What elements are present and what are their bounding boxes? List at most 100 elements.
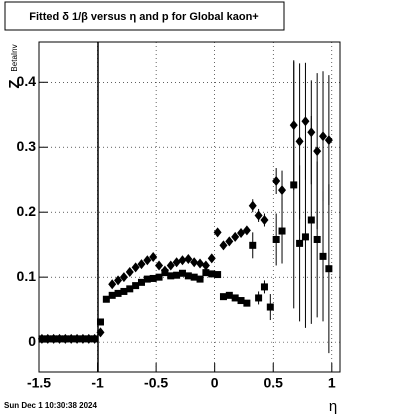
diamond-marker xyxy=(190,257,199,268)
y-tick-label: 0 xyxy=(28,333,36,349)
square-marker xyxy=(91,335,99,343)
square-marker xyxy=(290,181,298,189)
diamond-marker xyxy=(260,214,269,225)
square-marker xyxy=(96,318,104,326)
square-marker xyxy=(167,272,175,280)
square-marker xyxy=(190,273,198,281)
diamond-marker xyxy=(149,252,158,263)
square-marker xyxy=(137,278,145,286)
diamond-marker xyxy=(242,225,251,236)
diamond-marker xyxy=(231,231,240,242)
square-marker xyxy=(231,294,239,302)
diamond-marker xyxy=(172,257,181,268)
square-marker xyxy=(278,227,286,235)
square-marker xyxy=(249,241,257,249)
square-marker xyxy=(208,270,216,278)
diamond-marker xyxy=(96,327,105,338)
diamond-marker xyxy=(313,146,322,157)
diamond-marker xyxy=(143,255,152,266)
x-tick-label: 0 xyxy=(211,375,219,391)
diamond-marker xyxy=(184,253,193,264)
diamond-marker xyxy=(201,260,210,271)
diamond-marker xyxy=(295,136,304,147)
square-marker xyxy=(296,239,304,247)
square-marker xyxy=(102,295,110,303)
diamond-marker xyxy=(155,260,164,271)
square-marker xyxy=(219,293,227,301)
square-marker xyxy=(266,303,274,311)
diamond-marker xyxy=(278,185,287,196)
x-tick-label: -1.5 xyxy=(27,375,51,391)
square-marker xyxy=(55,335,63,343)
diamond-marker xyxy=(137,259,146,270)
diamond-marker xyxy=(114,275,123,286)
square-marker xyxy=(61,335,69,343)
diamond-marker xyxy=(272,176,281,187)
diamond-marker xyxy=(166,260,175,271)
diamond-marker xyxy=(196,258,205,269)
diamond-marker xyxy=(254,210,263,221)
square-marker xyxy=(38,335,46,343)
square-marker xyxy=(126,285,134,293)
square-marker xyxy=(50,335,58,343)
square-marker xyxy=(108,291,116,299)
diamond-marker xyxy=(219,240,228,251)
square-marker xyxy=(178,269,186,277)
plot-frame xyxy=(38,41,341,373)
square-marker xyxy=(255,294,263,302)
square-marker xyxy=(155,273,163,281)
y-axis-label: Z xyxy=(6,79,23,88)
y-tick-label: 0.4 xyxy=(17,73,37,89)
square-marker xyxy=(225,291,233,299)
diamond-marker xyxy=(319,131,328,142)
diamond-marker xyxy=(324,135,333,146)
y-axis-label-sub: BetaInv xyxy=(10,44,19,71)
square-marker xyxy=(319,252,327,260)
square-marker xyxy=(313,235,321,243)
square-marker xyxy=(114,289,122,297)
square-marker xyxy=(85,335,93,343)
square-marker xyxy=(196,275,204,283)
square-marker xyxy=(143,275,151,283)
square-marker xyxy=(237,297,245,305)
diamond-marker xyxy=(225,236,234,247)
x-tick-label: 0.5 xyxy=(264,375,284,391)
diamond-marker xyxy=(301,116,310,127)
x-axis-label: η xyxy=(329,398,337,414)
diamond-marker xyxy=(207,253,216,264)
square-marker xyxy=(301,233,309,241)
y-tick-label: 0.2 xyxy=(17,203,37,219)
diamond-marker xyxy=(119,272,128,283)
square-marker xyxy=(184,272,192,280)
y-tick-label: 0.1 xyxy=(17,268,37,284)
square-marker xyxy=(67,335,75,343)
square-marker xyxy=(307,216,315,224)
x-tick-label: -0.5 xyxy=(144,375,168,391)
chart-title: Fitted δ 1/β versus η and p for Global k… xyxy=(29,11,258,23)
square-marker xyxy=(149,274,157,282)
diamond-marker xyxy=(248,200,257,211)
square-marker xyxy=(173,271,181,279)
square-marker xyxy=(73,335,81,343)
y-tick-label: 0.3 xyxy=(17,138,37,154)
square-marker xyxy=(161,269,169,277)
square-marker xyxy=(325,265,333,273)
square-marker xyxy=(120,287,128,295)
title-box xyxy=(4,1,285,31)
square-marker xyxy=(44,335,52,343)
square-marker xyxy=(260,283,268,291)
diamond-marker xyxy=(213,227,222,238)
square-marker xyxy=(132,282,140,290)
square-marker xyxy=(272,235,280,243)
footer: Sun Dec 1 10:30:38 2024 xyxy=(4,401,97,410)
square-marker xyxy=(202,269,210,277)
diamond-marker xyxy=(125,266,134,277)
x-tick-label: 1 xyxy=(328,375,336,391)
square-marker xyxy=(214,271,222,279)
diamond-marker xyxy=(108,279,117,290)
x-tick-label: -1 xyxy=(91,375,104,391)
square-marker xyxy=(79,335,87,343)
diamond-marker xyxy=(131,262,140,273)
square-marker xyxy=(243,299,251,307)
